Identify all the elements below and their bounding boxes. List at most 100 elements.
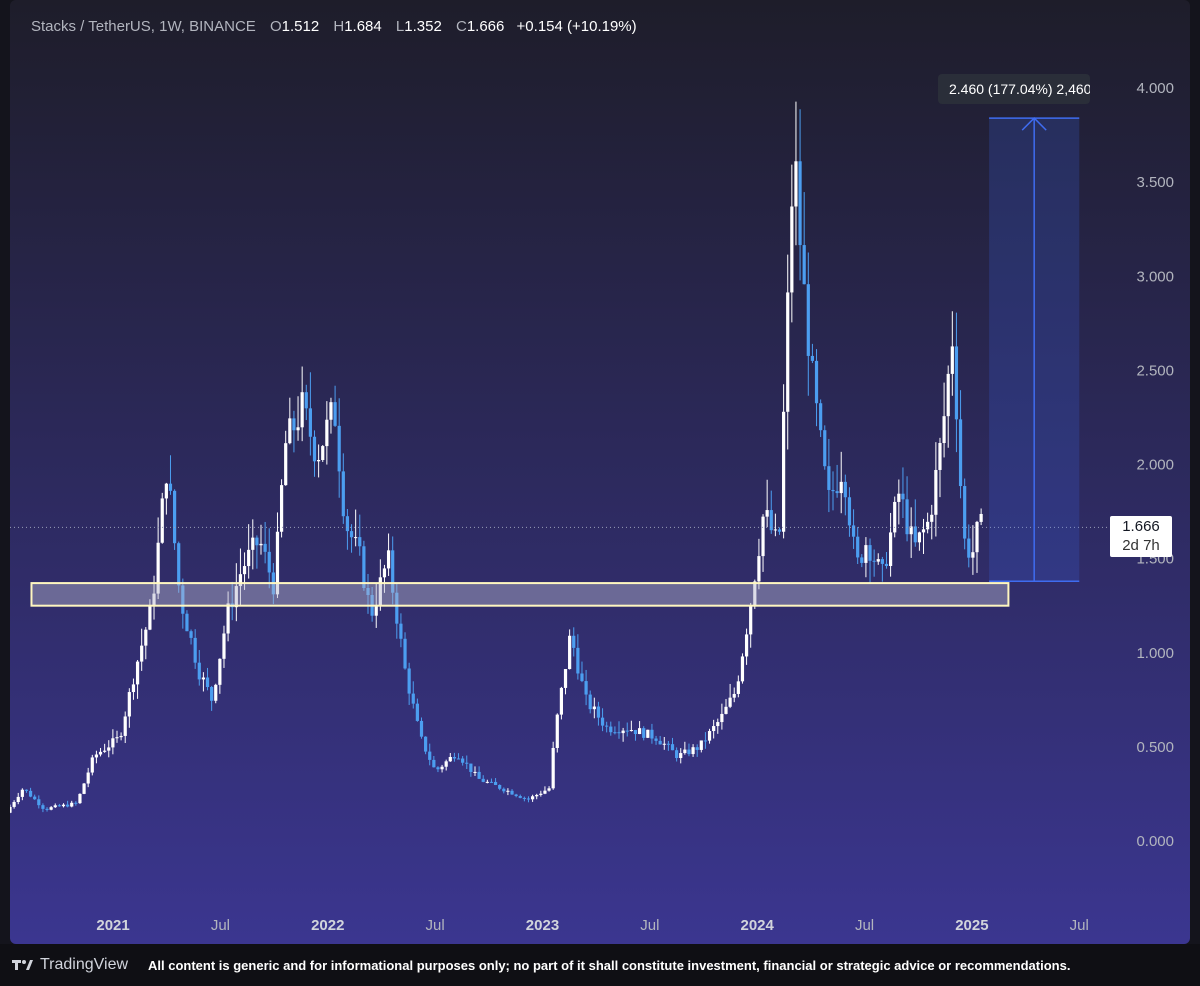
low-label: L <box>395 18 405 35</box>
candle-body <box>646 729 650 738</box>
x-tick-label: Jul <box>855 917 874 934</box>
candle-body <box>666 743 670 745</box>
candle-body <box>45 808 49 810</box>
candle-body <box>934 469 938 515</box>
candle-body <box>473 771 477 773</box>
low-value: 1.352 <box>404 18 442 35</box>
candle-body <box>921 529 926 533</box>
candle-body <box>189 631 193 638</box>
candle-body <box>37 799 41 806</box>
candle-body <box>518 796 522 798</box>
candle-body <box>432 759 436 768</box>
candle-body <box>617 732 621 734</box>
candle-body <box>810 355 815 361</box>
price-chart[interactable]: 0.0000.5001.0001.5002.0002.5003.0003.500… <box>10 0 1190 944</box>
candle-body <box>625 730 629 732</box>
candle-body <box>790 206 794 293</box>
y-tick-label: 3.500 <box>1136 174 1174 191</box>
candle-body <box>279 485 284 532</box>
candle-body <box>979 513 983 522</box>
measure-tooltip: 2.460 (177.04%) 2,460 <box>938 74 1090 104</box>
candle-body <box>839 481 843 494</box>
candle-body <box>321 446 325 460</box>
candle-body <box>20 789 24 797</box>
candle-body <box>337 425 341 472</box>
candle-body <box>650 729 654 739</box>
symbol-legend[interactable]: Stacks / TetherUS, 1W, BINANCE O1.512 H1… <box>31 18 637 35</box>
candle-body <box>345 516 350 532</box>
candle-body <box>572 635 576 648</box>
tradingview-logo[interactable]: TradingView <box>12 956 128 974</box>
candle-body <box>880 559 884 564</box>
time-axis[interactable]: 2021 Jul 2022 Jul 2023 Jul 2024 Jul 2025 Jul <box>96 917 1088 934</box>
candle-body <box>403 638 407 669</box>
candle-body <box>716 722 720 727</box>
candle-body <box>913 526 917 543</box>
change-value: +0.154 (+10.19%) <box>516 18 637 35</box>
candle-body <box>872 560 876 562</box>
candle-body <box>135 661 140 685</box>
candle-body <box>127 692 131 717</box>
candle-body <box>119 735 123 738</box>
candle-body <box>691 747 695 755</box>
candle-body <box>757 556 761 582</box>
candle-body <box>296 427 300 431</box>
x-tick-label: 2021 <box>96 917 129 934</box>
candle-body <box>210 687 214 701</box>
candle-body <box>563 669 568 688</box>
candle-body <box>498 784 502 789</box>
symbol-name: Stacks / TetherUS, 1W, BINANCE <box>31 18 256 35</box>
candle-body <box>786 292 790 412</box>
candle-body <box>901 493 905 500</box>
candle-body <box>765 510 769 517</box>
price-axis[interactable]: 0.0000.5001.0001.5002.0002.5003.0003.500… <box>1136 80 1174 850</box>
candle-body <box>926 521 930 530</box>
candle-body <box>629 730 633 732</box>
candle-body <box>592 706 596 710</box>
candle-body <box>144 629 148 646</box>
candle-body <box>341 471 345 517</box>
x-tick-label: 2022 <box>311 917 344 934</box>
close-value: 1.666 <box>466 18 505 35</box>
chart-panel[interactable]: 0.000 0.500 1.000 1.500 2.000 2.500 3.000 3.500… <box>10 0 1190 944</box>
candle-body <box>777 529 782 532</box>
candle-body <box>255 537 259 546</box>
candle-body <box>284 443 288 486</box>
candle-body <box>193 637 197 663</box>
candle-body <box>831 489 835 492</box>
x-tick-label: Jul <box>1070 917 1089 934</box>
candle-body <box>851 525 856 537</box>
candle-body <box>819 403 823 431</box>
candle-body <box>794 161 798 207</box>
candle-body <box>814 360 819 404</box>
candle-body <box>61 804 66 807</box>
candles-layer <box>10 101 983 814</box>
candle-body <box>769 510 773 531</box>
candle-body <box>205 677 210 688</box>
candle-body <box>10 806 12 813</box>
y-tick-label: 3.000 <box>1136 268 1174 285</box>
candle-body <box>185 613 189 632</box>
candle-body <box>703 740 708 742</box>
candle-body <box>238 574 243 587</box>
candle-body <box>707 731 712 741</box>
candle-body <box>160 498 164 543</box>
candle-body <box>909 526 913 535</box>
candle-body <box>744 634 749 657</box>
candle-body <box>489 781 494 783</box>
x-tick-label: Jul <box>211 917 230 934</box>
candle-body <box>131 684 136 693</box>
candle-body <box>288 418 292 444</box>
candle-body <box>798 161 802 246</box>
candle-body <box>156 542 160 594</box>
high-value: 1.684 <box>344 18 382 35</box>
candle-body <box>888 532 893 567</box>
candle-body <box>477 771 481 779</box>
candle-body <box>522 797 526 799</box>
support-zone-rectangle[interactable] <box>30 582 1010 607</box>
candle-body <box>506 790 510 792</box>
candle-body <box>543 790 547 794</box>
candle-body <box>148 605 152 630</box>
candle-body <box>275 531 280 595</box>
candle-body <box>658 740 662 745</box>
